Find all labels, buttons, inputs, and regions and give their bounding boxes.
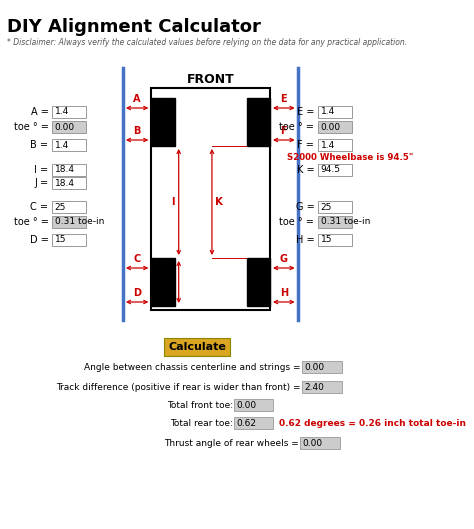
Bar xyxy=(52,234,86,246)
Bar xyxy=(52,164,86,176)
Text: 0.00: 0.00 xyxy=(321,123,341,132)
Bar xyxy=(301,361,342,373)
Text: Track difference (positive if rear is wider than front) =: Track difference (positive if rear is wi… xyxy=(56,382,301,391)
Text: 0.00: 0.00 xyxy=(302,439,323,448)
Text: Thrust angle of rear wheels =: Thrust angle of rear wheels = xyxy=(164,439,299,448)
Text: 1.4: 1.4 xyxy=(55,141,69,150)
Text: G: G xyxy=(280,254,288,264)
Bar xyxy=(319,121,352,133)
Bar xyxy=(319,234,352,246)
Text: Calculate: Calculate xyxy=(168,342,226,352)
Bar xyxy=(52,121,86,133)
Text: 0.00: 0.00 xyxy=(236,400,256,409)
Bar xyxy=(164,338,230,356)
Bar xyxy=(151,88,270,310)
Text: 18.4: 18.4 xyxy=(55,178,75,187)
Text: C: C xyxy=(134,254,141,264)
Bar xyxy=(319,106,352,118)
Text: 0.31 toe-in: 0.31 toe-in xyxy=(321,217,370,226)
Text: 1.4: 1.4 xyxy=(55,107,69,116)
Bar xyxy=(319,164,352,176)
Text: B =: B = xyxy=(30,140,52,150)
Bar xyxy=(234,399,273,411)
Text: 25: 25 xyxy=(321,203,332,212)
Text: I =: I = xyxy=(34,165,52,175)
Bar xyxy=(52,106,86,118)
Text: toe ° =: toe ° = xyxy=(14,122,52,132)
Text: A =: A = xyxy=(30,107,52,117)
Text: toe ° =: toe ° = xyxy=(280,217,318,227)
Text: D: D xyxy=(133,288,141,298)
Bar xyxy=(52,201,86,213)
Text: F =: F = xyxy=(298,140,318,150)
Text: J =: J = xyxy=(34,178,52,188)
Bar xyxy=(247,98,270,146)
Text: K: K xyxy=(215,197,223,207)
Text: 2.40: 2.40 xyxy=(304,382,324,391)
Bar xyxy=(52,216,86,228)
Text: 0.31 toe-in: 0.31 toe-in xyxy=(55,217,104,226)
Text: toe ° =: toe ° = xyxy=(14,217,52,227)
Text: 15: 15 xyxy=(321,235,332,244)
Text: 25: 25 xyxy=(55,203,66,212)
Text: toe ° =: toe ° = xyxy=(280,122,318,132)
Text: C =: C = xyxy=(30,202,52,212)
Bar xyxy=(319,201,352,213)
Text: FRONT: FRONT xyxy=(186,73,234,86)
Text: 1.4: 1.4 xyxy=(321,107,335,116)
Text: E =: E = xyxy=(297,107,318,117)
Text: H: H xyxy=(280,288,288,298)
Text: S2000 Wheelbase is 94.5": S2000 Wheelbase is 94.5" xyxy=(287,153,413,162)
Text: Total rear toe:: Total rear toe: xyxy=(170,418,233,427)
Text: I: I xyxy=(171,197,174,207)
Text: 0.62 degrees = 0.26 inch total toe-in: 0.62 degrees = 0.26 inch total toe-in xyxy=(279,418,466,427)
Bar xyxy=(234,417,273,429)
Text: 0.00: 0.00 xyxy=(304,362,324,371)
Text: DIY Alignment Calculator: DIY Alignment Calculator xyxy=(7,18,261,36)
Text: 18.4: 18.4 xyxy=(55,166,75,175)
Text: D =: D = xyxy=(29,235,52,245)
Text: 1.4: 1.4 xyxy=(321,141,335,150)
Text: B: B xyxy=(134,126,141,136)
Text: E: E xyxy=(281,94,287,104)
Text: 94.5: 94.5 xyxy=(321,166,341,175)
Text: * Disclaimer: Always verify the calculated values before relying on the data for: * Disclaimer: Always verify the calculat… xyxy=(7,38,407,47)
Bar xyxy=(151,98,174,146)
Text: Total front toe:: Total front toe: xyxy=(166,400,233,409)
Text: F: F xyxy=(281,126,287,136)
Text: G =: G = xyxy=(296,202,318,212)
Text: K =: K = xyxy=(297,165,318,175)
Bar xyxy=(319,216,352,228)
Bar xyxy=(151,258,174,306)
Text: 0.00: 0.00 xyxy=(55,123,75,132)
Bar xyxy=(52,139,86,151)
Bar xyxy=(300,437,340,449)
Text: J: J xyxy=(171,277,174,287)
Text: 0.62: 0.62 xyxy=(236,418,256,427)
Text: A: A xyxy=(133,94,141,104)
Bar xyxy=(319,139,352,151)
Bar xyxy=(52,177,86,189)
Text: H =: H = xyxy=(296,235,318,245)
Bar xyxy=(301,381,342,393)
Text: 15: 15 xyxy=(55,235,66,244)
Bar xyxy=(247,258,270,306)
Text: Angle between chassis centerline and strings =: Angle between chassis centerline and str… xyxy=(84,362,301,371)
